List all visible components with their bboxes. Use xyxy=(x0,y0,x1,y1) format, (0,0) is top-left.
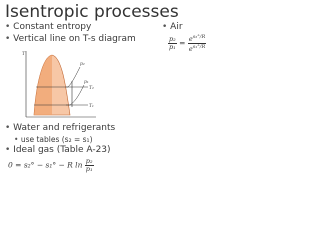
slide: Isentropic processes • Constant entropy … xyxy=(5,2,207,173)
bullet-text: Water and refrigerants xyxy=(13,123,116,133)
numerator: p₂ xyxy=(84,157,94,166)
ts-diagram: T s p₂ p₁ T₂ T₁ xyxy=(22,51,96,118)
bullet-text: Vertical line on T-s diagram xyxy=(13,34,136,44)
bullet-text: Air xyxy=(170,22,183,32)
fraction: p₂ p₁ xyxy=(84,157,94,173)
diagram-label: p₂ xyxy=(80,62,85,67)
base: e xyxy=(188,45,193,54)
denominator: p₁ xyxy=(169,43,176,52)
axis-label: T xyxy=(22,51,26,57)
fraction: es₂°/R es₁°/R xyxy=(187,34,207,53)
equals: = xyxy=(179,38,186,48)
bullet-text: Constant entropy xyxy=(13,22,92,32)
denominator: es₁°/R xyxy=(188,44,206,53)
bullet: • Air xyxy=(162,22,183,32)
diagram-label: T₂ xyxy=(89,85,94,91)
slide-title: Isentropic processes xyxy=(5,2,179,22)
equation: 0 = s₂° − s₁° − R ln p₂ p₁ xyxy=(8,158,94,173)
numerator: es₂°/R xyxy=(187,34,207,45)
denominator: p₁ xyxy=(85,165,93,173)
base: e xyxy=(188,35,193,44)
fraction: p₂ p₁ xyxy=(168,36,177,51)
bullet: • Constant entropy xyxy=(5,22,92,32)
sub-bullet: • use tables (s₂ = s₁) xyxy=(14,135,93,144)
shaded-area xyxy=(34,55,52,115)
bullet: • Vertical line on T-s diagram xyxy=(5,34,136,44)
diagram-label: T₁ xyxy=(89,103,94,109)
bullet-text: Ideal gas (Table A-23) xyxy=(13,145,111,155)
exponent: s₁°/R xyxy=(192,44,206,51)
bullet-text: use tables (s₂ = s₁) xyxy=(20,135,93,144)
air-equation: p₂ p₁ = es₂°/R es₁°/R xyxy=(168,34,207,53)
numerator: p₂ xyxy=(168,35,177,45)
equation-text: 0 = s₂° − s₁° − R ln xyxy=(8,160,83,170)
diagram-label: p₁ xyxy=(84,80,89,85)
exponent: s₂°/R xyxy=(192,34,206,40)
bullet: • Ideal gas (Table A-23) xyxy=(5,145,111,155)
bullet: • Water and refrigerants xyxy=(5,123,116,133)
